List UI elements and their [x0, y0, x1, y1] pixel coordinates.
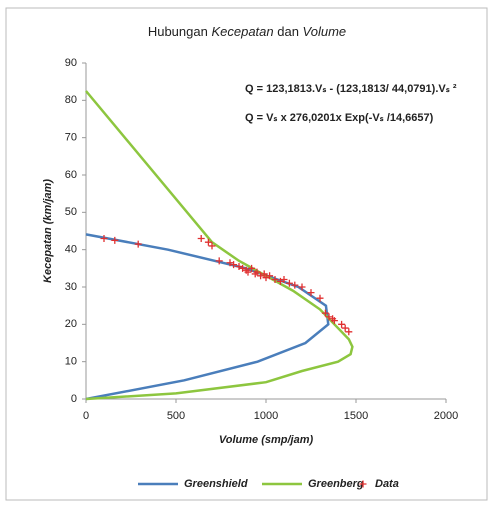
data-point [266, 272, 274, 280]
data-point [316, 294, 324, 302]
data-point [204, 238, 212, 246]
y-tick-label: 30 [65, 281, 77, 293]
x-tick-label: 2000 [434, 410, 458, 422]
data-point [244, 268, 252, 276]
data-point [298, 283, 306, 291]
data-point [345, 328, 353, 336]
data-point [239, 264, 247, 272]
title-part: Kecepatan [211, 24, 273, 39]
x-axis-label: Volume (smp/jam) [219, 434, 314, 446]
annotation: Q = 123,1813.Vₛ - (123,1813/ 44,0791).Vₛ… [245, 83, 457, 95]
data-point [325, 313, 333, 321]
data-point [230, 261, 238, 269]
data-point [307, 289, 315, 297]
x-tick-label: 0 [83, 410, 89, 422]
y-tick-label: 80 [65, 94, 77, 106]
data-point [253, 268, 261, 276]
y-tick-label: 40 [65, 244, 77, 256]
x-tick-label: 1500 [344, 410, 368, 422]
y-tick-label: 0 [71, 393, 77, 405]
data-point [291, 281, 299, 289]
data-point [208, 242, 216, 250]
title-part: dan [274, 24, 303, 39]
y-tick-label: 10 [65, 356, 77, 368]
data-point [285, 279, 293, 287]
data-point [341, 324, 349, 332]
series-line [85, 90, 354, 401]
legend-label: Greenberg [308, 478, 364, 490]
y-axis-label: Kecepatan (km/jam) [42, 179, 54, 283]
data-point [276, 277, 284, 285]
annotation: Q = Vₛ x 276,0201x Exp(-Vₛ /14,6657) [245, 112, 434, 124]
legend-swatch [359, 480, 367, 488]
data-point [280, 276, 288, 284]
data-point [226, 259, 234, 267]
data-point [262, 274, 270, 282]
data-point [215, 257, 223, 265]
data-point [257, 272, 265, 280]
legend-label: Data [375, 478, 399, 490]
data-point [338, 320, 346, 328]
y-tick-label: 90 [65, 57, 77, 69]
title-part: Volume [303, 24, 347, 39]
data-point [100, 234, 108, 242]
data-point [271, 276, 279, 284]
x-tick-label: 500 [167, 410, 185, 422]
data-point [248, 264, 256, 272]
x-tick-label: 1000 [254, 410, 278, 422]
data-point [321, 309, 329, 317]
y-tick-label: 50 [65, 206, 77, 218]
data-point [197, 234, 205, 242]
legend-label: Greenshield [184, 478, 248, 490]
chart-title: Hubungan Kecepatan dan Volume [148, 24, 346, 39]
chart-border [5, 7, 488, 501]
y-tick-label: 20 [65, 318, 77, 330]
y-tick-label: 60 [65, 169, 77, 181]
data-point [111, 236, 119, 244]
data-point [134, 240, 142, 248]
data-point [235, 262, 243, 270]
data-point [330, 317, 338, 325]
title-part: Hubungan [148, 24, 212, 39]
y-tick-label: 70 [65, 132, 77, 144]
data-point [260, 270, 268, 278]
